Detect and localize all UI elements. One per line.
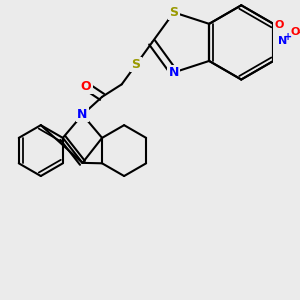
Text: N: N: [77, 108, 88, 121]
Text: +: +: [284, 32, 292, 42]
Text: N: N: [169, 66, 179, 79]
Text: O: O: [274, 20, 283, 30]
Text: O: O: [290, 27, 299, 38]
Text: S: S: [131, 58, 140, 71]
Text: S: S: [169, 6, 178, 19]
Text: −: −: [297, 27, 300, 38]
Text: N: N: [278, 36, 287, 46]
Text: O: O: [81, 80, 91, 93]
